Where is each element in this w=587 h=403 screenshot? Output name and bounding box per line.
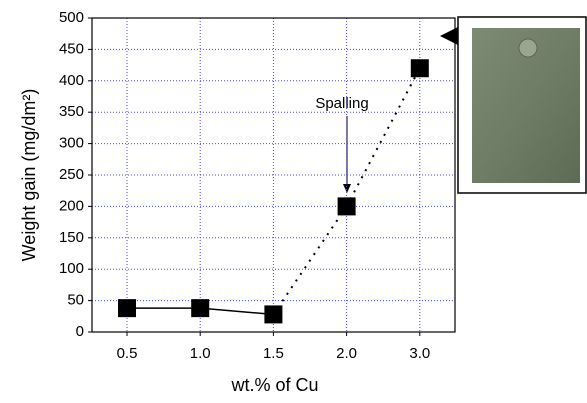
x-tick-label: 3.0 [409,345,430,362]
y-tick-label: 150 [59,229,84,246]
line-segment [345,67,421,207]
y-tick-label: 200 [59,197,84,214]
y-tick-label: 0 [76,323,84,340]
marker [118,299,136,318]
annotation-arrow [343,116,351,193]
plot-frame [91,17,456,333]
x-axis-title: wt.% of Cu [230,375,318,395]
marker [191,299,210,318]
y-axis-title: Weight gain (mg/dm²) [19,89,39,262]
line-segment [200,307,274,316]
marker [264,305,283,324]
inset-photo [440,16,587,194]
y-tick-label: 300 [59,135,84,152]
line-segment [272,205,348,315]
y-tick-label: 400 [59,72,84,89]
x-tick-label: 2.0 [336,345,357,362]
x-tick-label: 0.5 [117,345,138,362]
marker [410,59,429,78]
annotation: Spalling [315,95,368,112]
y-tick-label: 450 [59,40,84,57]
y-tick-label: 100 [59,260,84,277]
marker [337,197,356,216]
y-tick-label: 350 [59,103,84,120]
y-tick-label: 250 [59,166,84,183]
y-tick-label: 50 [67,292,84,309]
x-tick-label: 1.5 [263,345,284,362]
x-tick-label: 1.0 [190,345,211,362]
y-tick-label: 500 [59,9,84,26]
